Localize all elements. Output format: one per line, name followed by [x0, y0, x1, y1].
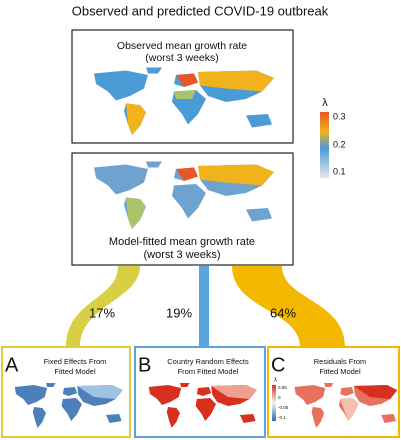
legend-symbol: λ [322, 97, 328, 109]
panel-text: Residuals From [314, 357, 367, 366]
flow-c [232, 266, 345, 347]
panel-text: Fitted Model [54, 367, 96, 376]
flow-label: 19% [166, 305, 192, 320]
panel-a-map [14, 383, 123, 428]
flow-label: 64% [270, 305, 296, 320]
panel-b-map [148, 383, 257, 428]
panel-text: Country Random Effects [167, 357, 249, 366]
panel-letter: C [271, 354, 285, 376]
fitted-subtitle: (worst 3 weeks) [143, 249, 220, 261]
observed-map [94, 67, 274, 135]
flow-label: 17% [89, 305, 115, 320]
observed-subtitle: (worst 3 weeks) [145, 52, 219, 64]
legend-tick: 0.1 [333, 166, 346, 176]
panel-c-legend-tick: -0.05 [278, 405, 289, 410]
panel-letter: B [138, 354, 151, 376]
panel-letter: A [5, 354, 19, 376]
flow-b [199, 266, 209, 347]
panel-c-legend-tick: -0.1 [278, 415, 286, 420]
observed-title: Observed mean growth rate [117, 40, 247, 52]
panel-text: Fixed Effects From [44, 357, 107, 366]
panel-text: From Fitted Model [178, 367, 239, 376]
fitted-title: Model-fitted mean growth rate [109, 236, 255, 248]
panel-c-legend-tick: 0.05 [278, 385, 287, 390]
panel-c-map [294, 383, 398, 428]
panel-c-legend-bar [272, 385, 276, 421]
flow-a [66, 266, 140, 347]
panel-c-legend-tick: 0 [278, 395, 281, 400]
figure-title: Observed and predicted COVID-19 outbreak [72, 3, 329, 18]
panel-text: Fitted Model [319, 367, 361, 376]
fitted-map [94, 161, 274, 229]
panel-c-legend-symbol: λ [274, 378, 277, 384]
legend-bar [320, 112, 329, 178]
legend-tick: 0.2 [333, 139, 346, 149]
legend-tick: 0.3 [333, 111, 346, 121]
